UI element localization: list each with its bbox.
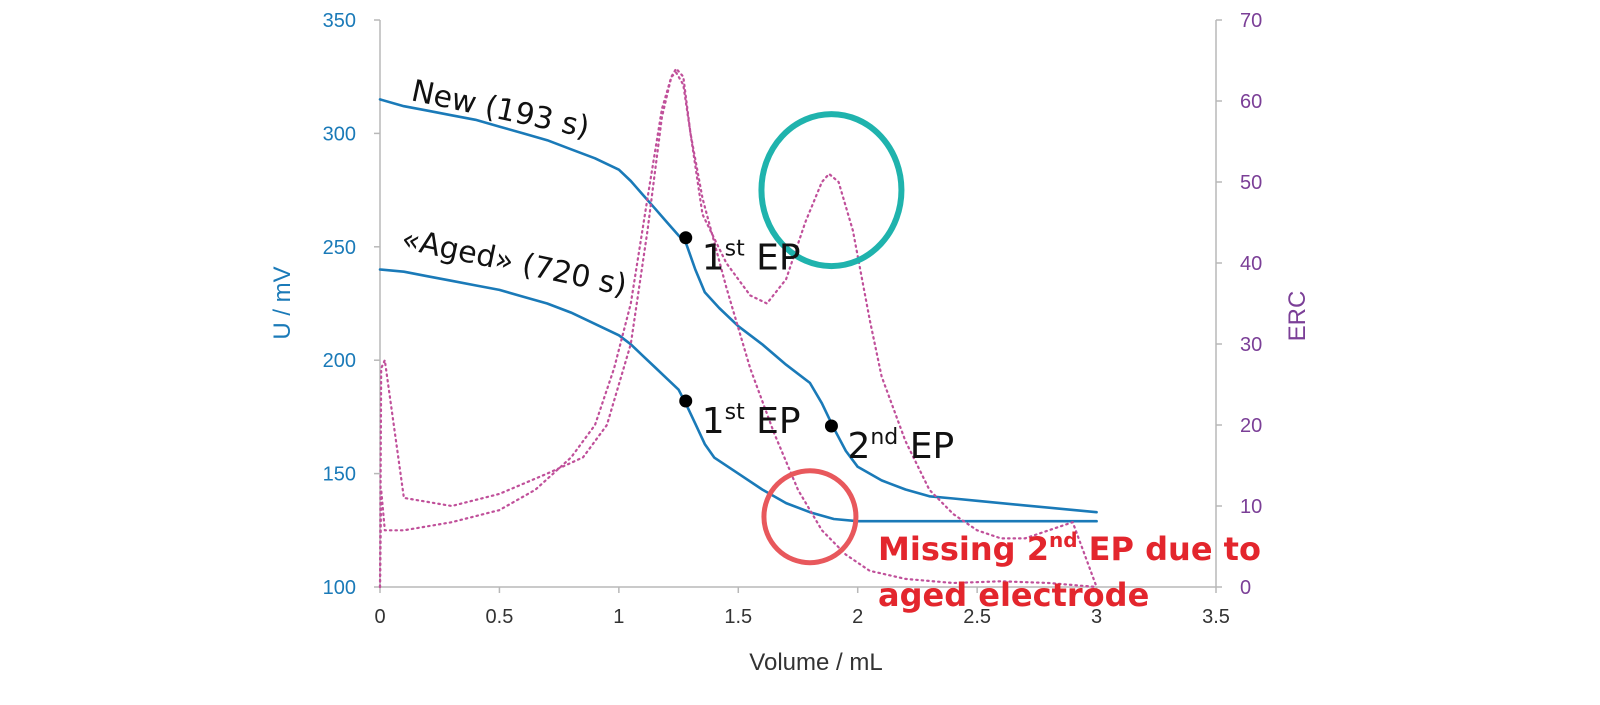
endpoint-label-text: EP bbox=[898, 426, 954, 467]
endpoint-label: 1st EP bbox=[702, 400, 801, 442]
missing-endpoint-annotation: Missing 2nd EP due to aged electrode bbox=[878, 528, 1272, 614]
left-axis-title: U / mV bbox=[269, 266, 296, 339]
endpoint-dot bbox=[824, 419, 838, 433]
endpoint-label-number: 1 bbox=[702, 238, 725, 279]
left-tick-label: 150 bbox=[323, 464, 356, 486]
left-tick-label: 350 bbox=[323, 10, 356, 32]
annotation-line1-post: EP due to bbox=[1078, 530, 1261, 568]
x-axis-ticks: 0 0.5 1 1.5 2 2.5 3 3.5 bbox=[374, 587, 1230, 628]
second-endpoint-circle bbox=[758, 111, 905, 270]
right-tick-label: 50 bbox=[1240, 172, 1262, 194]
right-tick-label: 60 bbox=[1240, 91, 1262, 113]
highlight-circles bbox=[758, 111, 905, 566]
x-tick-label: 0 bbox=[374, 606, 385, 628]
left-tick-label: 250 bbox=[323, 237, 356, 259]
x-tick-label: 0.5 bbox=[486, 606, 514, 628]
x-tick-label: 3 bbox=[1091, 606, 1102, 628]
endpoint-label: 2nd EP bbox=[847, 425, 954, 467]
left-tick-label: 200 bbox=[323, 350, 356, 372]
annotation-line1-sup: nd bbox=[1049, 528, 1078, 552]
erc-curve-new bbox=[378, 67, 1098, 589]
right-tick-label: 10 bbox=[1240, 496, 1262, 518]
x-tick-label: 1.5 bbox=[724, 606, 752, 628]
aged-curve-label: «Aged» (720 s) bbox=[398, 222, 629, 304]
new-curve-label: New (193 s) bbox=[408, 74, 592, 146]
right-tick-label: 30 bbox=[1240, 334, 1262, 356]
endpoint-label-ordinal: nd bbox=[870, 425, 898, 450]
x-tick-label: 1 bbox=[613, 606, 624, 628]
x-tick-label: 3.5 bbox=[1202, 606, 1230, 628]
right-axis-ticks: 0 10 20 30 40 50 60 70 bbox=[1216, 10, 1262, 599]
endpoint-dot bbox=[679, 394, 693, 408]
annotation-line1-pre: Missing 2 bbox=[878, 530, 1049, 568]
endpoint-label-ordinal: st bbox=[725, 400, 745, 425]
potential-curve-new bbox=[378, 98, 1098, 514]
right-tick-label: 40 bbox=[1240, 253, 1262, 275]
x-tick-label: 2.5 bbox=[963, 606, 991, 628]
left-tick-label: 300 bbox=[323, 123, 356, 145]
annotation-line2: aged electrode bbox=[878, 576, 1149, 614]
series-layer bbox=[378, 67, 1098, 589]
left-axis-ticks: 100 150 200 250 300 350 bbox=[323, 10, 380, 599]
right-tick-label: 20 bbox=[1240, 415, 1262, 437]
right-axis-title: ERC bbox=[1284, 291, 1311, 342]
endpoint-dot bbox=[679, 231, 693, 245]
endpoint-label-number: 2 bbox=[847, 426, 870, 467]
erc-curve-aged bbox=[378, 71, 1098, 589]
right-tick-label: 0 bbox=[1240, 577, 1251, 599]
endpoint-label-text: EP bbox=[745, 401, 801, 442]
left-tick-label: 100 bbox=[323, 577, 356, 599]
potential-curve-aged bbox=[378, 268, 1098, 523]
endpoint-label: 1st EP bbox=[702, 237, 801, 279]
endpoint-label-text: EP bbox=[745, 238, 801, 279]
x-axis-title: Volume / mL bbox=[749, 649, 882, 676]
endpoint-label-number: 1 bbox=[702, 401, 725, 442]
endpoint-label-ordinal: st bbox=[725, 237, 745, 262]
right-tick-label: 70 bbox=[1240, 10, 1262, 32]
missing-endpoint-circle bbox=[761, 468, 859, 566]
x-tick-label: 2 bbox=[852, 606, 863, 628]
